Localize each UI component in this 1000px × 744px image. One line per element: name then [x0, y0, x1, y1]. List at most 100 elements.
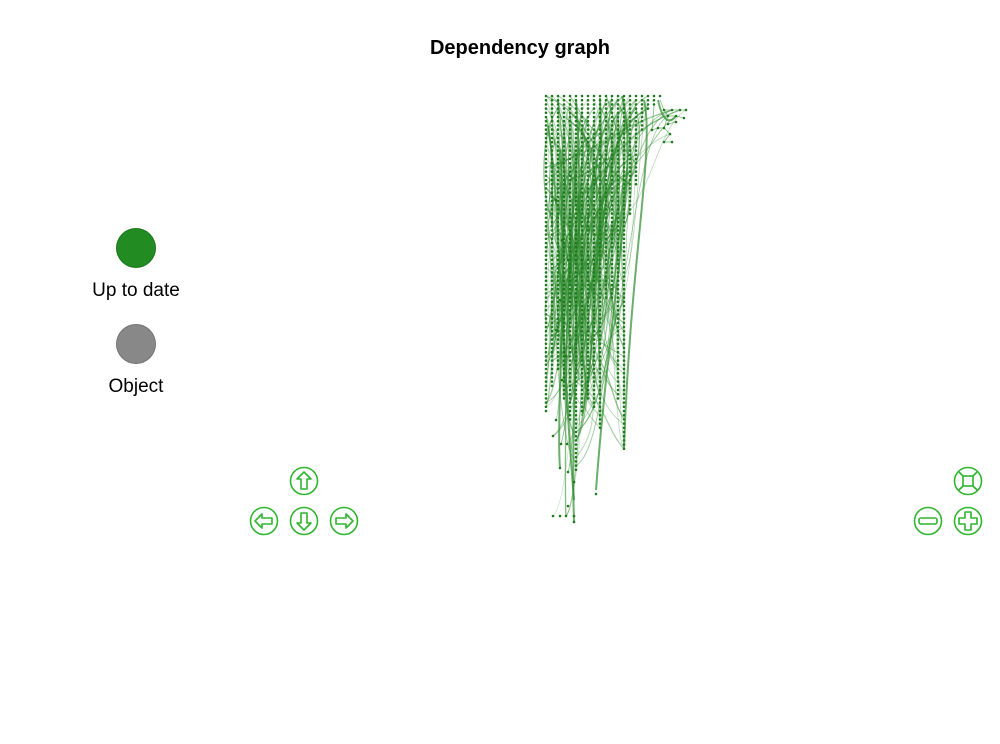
nav-left-button[interactable]	[249, 506, 279, 536]
graph-node	[622, 418, 626, 421]
graph-node	[580, 304, 584, 308]
graph-node	[550, 300, 554, 304]
graph-node	[604, 245, 608, 249]
graph-node	[604, 161, 608, 165]
graph-edge	[667, 121, 677, 125]
graph-node	[580, 338, 584, 341]
graph-node	[604, 254, 608, 257]
zoom-fit-icon	[953, 466, 983, 496]
graph-node	[568, 178, 572, 182]
graph-node	[628, 145, 632, 148]
graph-edge	[587, 116, 619, 349]
graph-node	[622, 283, 626, 287]
graph-node	[568, 355, 572, 358]
graph-node	[586, 266, 590, 270]
graph-node	[604, 220, 608, 224]
graph-node	[598, 191, 602, 194]
graph-node	[634, 178, 638, 182]
graph-node	[592, 237, 596, 241]
graph-node	[544, 317, 548, 320]
graph-node	[622, 380, 626, 383]
graph-node	[604, 136, 608, 140]
graph-node	[566, 258, 570, 262]
graph-node	[544, 250, 548, 253]
nav-down-button[interactable]	[289, 506, 319, 536]
graph-node	[586, 182, 590, 186]
graph-node	[574, 413, 578, 417]
graph-node	[616, 392, 620, 396]
graph-node	[562, 245, 566, 249]
graph-node	[550, 191, 554, 194]
graph-node	[598, 313, 602, 316]
nav-up-button[interactable]	[289, 466, 319, 496]
nav-right-button[interactable]	[329, 506, 359, 536]
graph-node	[544, 392, 548, 396]
graph-node	[544, 376, 548, 379]
graph-node	[598, 258, 602, 262]
graph-node	[640, 128, 644, 131]
graph-node	[598, 103, 602, 106]
graph-edge	[563, 99, 613, 332]
graph-node	[610, 94, 614, 98]
graph-node	[592, 216, 596, 220]
graph-node	[616, 241, 620, 245]
graph-node	[562, 170, 566, 173]
zoom-out-button[interactable]	[913, 506, 943, 536]
graph-node	[562, 153, 566, 157]
graph-node	[622, 157, 626, 161]
graph-node	[568, 258, 572, 262]
graph-node	[604, 258, 608, 262]
zoom-in-button[interactable]	[953, 506, 983, 536]
graph-edge	[603, 293, 619, 366]
graph-node	[678, 108, 682, 112]
graph-node	[610, 283, 614, 287]
graph-node	[628, 199, 632, 203]
graph-node	[586, 250, 590, 253]
graph-node	[568, 233, 572, 236]
graph-node	[562, 115, 566, 119]
graph-node	[640, 124, 644, 127]
graph-node	[568, 199, 572, 203]
graph-node	[580, 111, 584, 115]
graph-edge	[575, 301, 625, 433]
graph-node	[622, 296, 626, 299]
graph-node	[560, 238, 564, 242]
graph-node	[616, 140, 620, 144]
graph-node	[670, 108, 674, 112]
nav-down-icon	[289, 506, 319, 536]
graph-node	[622, 279, 626, 283]
graph-node	[592, 161, 596, 165]
graph-node	[586, 174, 590, 178]
graph-node	[646, 107, 650, 110]
graph-node	[544, 313, 548, 316]
graph-node	[616, 94, 620, 98]
graph-node	[598, 161, 602, 165]
graph-node	[580, 216, 584, 220]
graph-node	[610, 271, 614, 274]
graph-node	[616, 124, 620, 127]
graph-node	[556, 170, 560, 173]
graph-node	[628, 140, 632, 144]
zoom-fit-button[interactable]	[953, 466, 983, 496]
graph-node	[550, 103, 554, 106]
graph-node	[598, 250, 602, 253]
graph-node	[598, 157, 602, 161]
graph-node	[586, 313, 590, 316]
graph-node	[544, 397, 548, 400]
graph-node	[556, 161, 560, 165]
graph-node	[574, 279, 578, 283]
graph-node	[592, 405, 596, 409]
graph-edge	[575, 217, 619, 370]
graph-node	[598, 224, 602, 228]
graph-node	[556, 241, 560, 245]
graph-node	[622, 195, 626, 199]
graph-node	[550, 107, 554, 110]
graph-node	[556, 275, 560, 278]
graph-node	[580, 191, 584, 194]
graph-node	[556, 224, 560, 228]
graph-node	[604, 128, 608, 131]
graph-node	[574, 275, 578, 278]
graph-node	[562, 283, 566, 287]
graph-node	[622, 174, 626, 178]
